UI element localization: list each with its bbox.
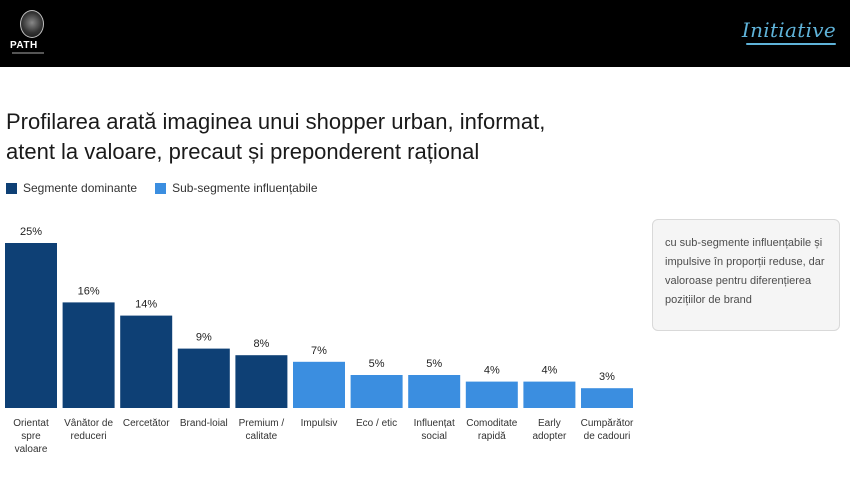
category-label: adopter <box>532 431 567 442</box>
bar-value-label: 25% <box>20 226 42 238</box>
header-bar: PATH Initiative <box>0 0 850 67</box>
bar-value-label: 5% <box>369 358 385 370</box>
category-label: spre <box>21 431 41 442</box>
bar <box>408 375 461 408</box>
initiative-logo: Initiative <box>741 18 836 45</box>
path-logo-icon <box>20 10 44 38</box>
bar <box>177 348 230 408</box>
category-label: Orientat <box>13 418 49 429</box>
initiative-logo-swoosh <box>745 43 836 45</box>
bar-value-label: 14% <box>135 299 157 311</box>
bar-value-label: 5% <box>426 358 442 370</box>
category-label: Impulsiv <box>301 418 338 429</box>
bar <box>581 388 633 408</box>
legend-item-influenceable: Sub-segmente influențabile <box>155 181 318 195</box>
category-label: Brand-loial <box>180 418 228 429</box>
legend-swatch-influenceable <box>155 182 167 194</box>
bar-value-label: 7% <box>311 345 327 357</box>
category-label: Comoditate <box>466 418 518 429</box>
bar <box>465 381 518 408</box>
category-label: reduceri <box>71 431 107 442</box>
insight-note: cu sub-segmente influențabile și impulsi… <box>652 219 840 331</box>
category-label: Eco / etic <box>356 418 397 429</box>
category-label: calitate <box>246 431 278 442</box>
legend-item-dominant: Segmente dominante <box>6 181 137 195</box>
bar-value-label: 8% <box>253 338 269 350</box>
bar <box>62 302 115 408</box>
bar <box>350 375 403 408</box>
bar-value-label: 4% <box>541 365 557 377</box>
bar <box>5 243 57 408</box>
category-label: Early <box>538 418 561 429</box>
bar-value-label: 4% <box>484 365 500 377</box>
category-label: Cercetător <box>123 418 170 429</box>
title-line-1: Profilarea arată imaginea unui shopper u… <box>6 109 546 134</box>
bar <box>293 361 345 408</box>
path-logo-text: PATH <box>10 40 38 51</box>
category-label: Premium / <box>239 418 285 429</box>
category-label: social <box>421 431 447 442</box>
title-line-2: atent la valoare, precaut și preponderen… <box>6 139 480 164</box>
chart-legend: Segmente dominante Sub-segmente influenț… <box>6 181 336 195</box>
category-label: Cumpărător <box>581 418 634 429</box>
bar-chart: 25% Orientat spre valoare 16% Vânător de reduc… <box>5 226 634 455</box>
bar <box>120 315 173 408</box>
bar-value-label: 16% <box>78 285 100 297</box>
path-logo-underline <box>12 52 44 54</box>
bar <box>235 355 288 408</box>
legend-label-influenceable: Sub-segmente influențabile <box>172 181 318 195</box>
legend-label-dominant: Segmente dominante <box>23 181 138 195</box>
bar-value-label: 3% <box>599 371 615 383</box>
category-label: Influențat <box>414 418 455 429</box>
bar <box>523 381 576 408</box>
page-title: Profilarea arată imaginea unui shopper u… <box>6 107 606 167</box>
category-label: Vânător de <box>64 418 113 429</box>
category-label: de cadouri <box>584 431 631 442</box>
category-label: rapidă <box>478 431 506 442</box>
path-logo: PATH <box>8 10 48 56</box>
initiative-logo-text: Initiative <box>741 18 836 42</box>
legend-swatch-dominant <box>6 182 17 194</box>
category-label: valoare <box>15 444 48 455</box>
bar-value-label: 9% <box>196 332 212 344</box>
